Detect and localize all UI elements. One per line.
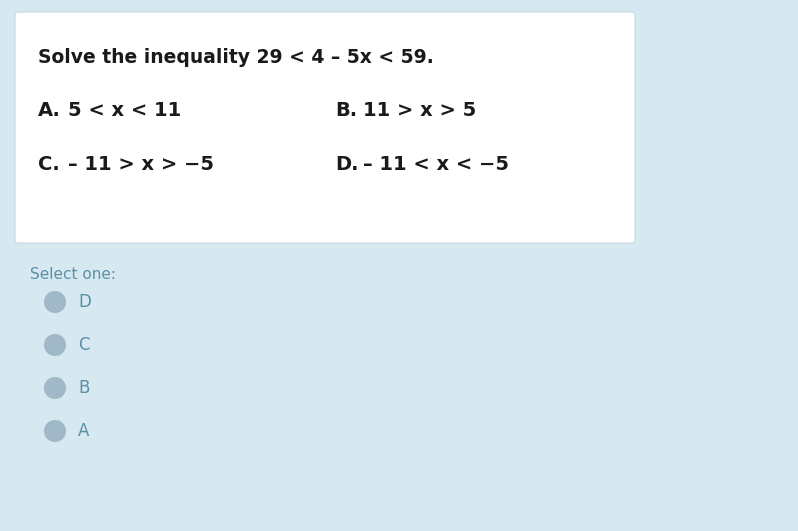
Circle shape [45, 421, 65, 441]
FancyBboxPatch shape [15, 12, 635, 243]
Circle shape [45, 292, 65, 312]
Text: D.: D. [335, 156, 358, 175]
Text: Select one:: Select one: [30, 267, 116, 282]
Circle shape [45, 335, 65, 355]
Text: C.: C. [38, 156, 60, 175]
Text: A.: A. [38, 100, 61, 119]
Text: – 11 < x < −5: – 11 < x < −5 [363, 156, 509, 175]
Circle shape [45, 378, 65, 398]
Text: 11 > x > 5: 11 > x > 5 [363, 100, 476, 119]
Text: D: D [78, 293, 91, 311]
Text: B.: B. [335, 100, 358, 119]
Text: B: B [78, 379, 89, 397]
Text: Solve the inequality 29 < 4 – 5x < 59.: Solve the inequality 29 < 4 – 5x < 59. [38, 48, 434, 67]
Text: A: A [78, 422, 89, 440]
Text: C: C [78, 336, 89, 354]
Text: – 11 > x > −5: – 11 > x > −5 [68, 156, 214, 175]
Text: 5 < x < 11: 5 < x < 11 [68, 100, 181, 119]
